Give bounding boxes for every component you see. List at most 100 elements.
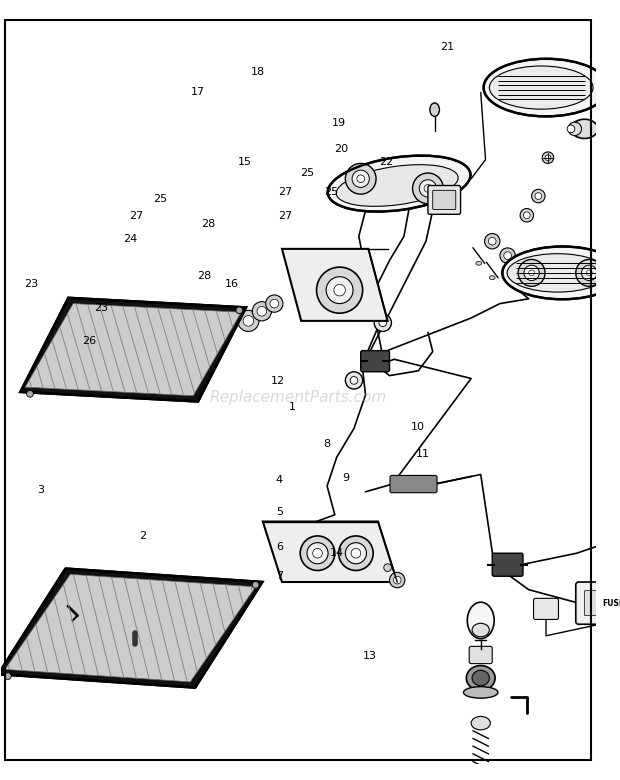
Ellipse shape <box>352 170 370 187</box>
FancyBboxPatch shape <box>361 351 389 372</box>
Text: 5: 5 <box>276 507 283 517</box>
Text: 25: 25 <box>324 186 338 197</box>
Ellipse shape <box>513 261 529 276</box>
Text: 13: 13 <box>363 651 377 661</box>
Ellipse shape <box>257 307 267 316</box>
Ellipse shape <box>489 276 495 279</box>
Text: 22: 22 <box>379 157 394 167</box>
Text: 2: 2 <box>139 531 146 541</box>
Text: 27: 27 <box>130 211 144 222</box>
Ellipse shape <box>587 270 592 276</box>
Polygon shape <box>0 569 262 688</box>
Ellipse shape <box>489 237 496 245</box>
Ellipse shape <box>582 265 597 281</box>
Text: 23: 23 <box>25 278 38 289</box>
Ellipse shape <box>518 260 545 286</box>
Ellipse shape <box>467 602 494 639</box>
Ellipse shape <box>351 548 361 558</box>
Ellipse shape <box>393 576 401 584</box>
Ellipse shape <box>266 295 283 312</box>
Text: 3: 3 <box>38 484 45 495</box>
Ellipse shape <box>472 623 489 636</box>
FancyBboxPatch shape <box>492 553 523 576</box>
Text: 28: 28 <box>197 271 211 281</box>
Text: 9: 9 <box>342 473 350 484</box>
Ellipse shape <box>504 252 511 260</box>
Text: 27: 27 <box>278 186 293 197</box>
Text: 26: 26 <box>82 336 96 346</box>
Ellipse shape <box>339 536 373 570</box>
Text: 15: 15 <box>237 157 252 167</box>
Text: 4: 4 <box>276 475 283 485</box>
FancyBboxPatch shape <box>585 590 600 615</box>
Text: 7: 7 <box>276 571 283 581</box>
Ellipse shape <box>125 622 146 644</box>
Ellipse shape <box>243 316 254 326</box>
Ellipse shape <box>463 686 498 698</box>
Text: 12: 12 <box>270 376 285 386</box>
Ellipse shape <box>350 377 358 385</box>
Ellipse shape <box>312 548 322 558</box>
Ellipse shape <box>4 672 11 679</box>
Ellipse shape <box>334 285 345 296</box>
Ellipse shape <box>345 372 363 389</box>
Text: 27: 27 <box>278 211 293 222</box>
Ellipse shape <box>472 670 489 686</box>
FancyBboxPatch shape <box>469 647 492 664</box>
Ellipse shape <box>471 716 490 730</box>
Polygon shape <box>263 522 397 582</box>
Text: 19: 19 <box>332 118 346 128</box>
Text: 10: 10 <box>410 423 424 432</box>
Ellipse shape <box>531 190 545 203</box>
Text: 20: 20 <box>334 144 348 154</box>
Ellipse shape <box>523 212 530 218</box>
Ellipse shape <box>345 543 366 564</box>
Ellipse shape <box>317 267 363 314</box>
Text: 28: 28 <box>201 218 215 229</box>
Text: 11: 11 <box>416 448 430 459</box>
Text: FUSE: FUSE <box>602 598 620 608</box>
Polygon shape <box>282 249 388 321</box>
Polygon shape <box>25 303 241 395</box>
Ellipse shape <box>389 573 405 588</box>
Text: 17: 17 <box>191 87 205 97</box>
Ellipse shape <box>576 260 603 286</box>
Text: 25: 25 <box>300 168 314 178</box>
Ellipse shape <box>542 152 554 164</box>
Ellipse shape <box>252 582 259 588</box>
Ellipse shape <box>270 300 278 308</box>
Ellipse shape <box>384 564 391 572</box>
Ellipse shape <box>500 248 515 264</box>
Ellipse shape <box>419 179 436 197</box>
Ellipse shape <box>357 175 365 183</box>
Text: 24: 24 <box>123 234 138 243</box>
Ellipse shape <box>336 165 458 207</box>
Polygon shape <box>20 298 246 402</box>
Text: 1: 1 <box>289 402 296 412</box>
Ellipse shape <box>345 164 376 194</box>
Ellipse shape <box>466 665 495 690</box>
FancyBboxPatch shape <box>390 476 437 493</box>
Ellipse shape <box>476 261 482 265</box>
Ellipse shape <box>517 264 525 272</box>
Ellipse shape <box>130 627 141 639</box>
FancyBboxPatch shape <box>433 190 456 210</box>
Polygon shape <box>25 303 241 395</box>
FancyBboxPatch shape <box>607 526 620 558</box>
FancyBboxPatch shape <box>428 186 461 214</box>
FancyBboxPatch shape <box>576 582 620 624</box>
Ellipse shape <box>520 208 534 222</box>
Ellipse shape <box>507 254 608 292</box>
Text: ReplacementParts.com: ReplacementParts.com <box>210 390 387 405</box>
Ellipse shape <box>326 277 353 303</box>
Ellipse shape <box>485 233 500 249</box>
Ellipse shape <box>300 536 335 570</box>
Polygon shape <box>5 574 255 682</box>
Ellipse shape <box>571 119 598 139</box>
FancyBboxPatch shape <box>534 598 559 619</box>
Ellipse shape <box>430 103 440 116</box>
Ellipse shape <box>374 314 391 332</box>
Ellipse shape <box>328 155 471 211</box>
Ellipse shape <box>545 154 551 161</box>
FancyBboxPatch shape <box>606 590 620 615</box>
